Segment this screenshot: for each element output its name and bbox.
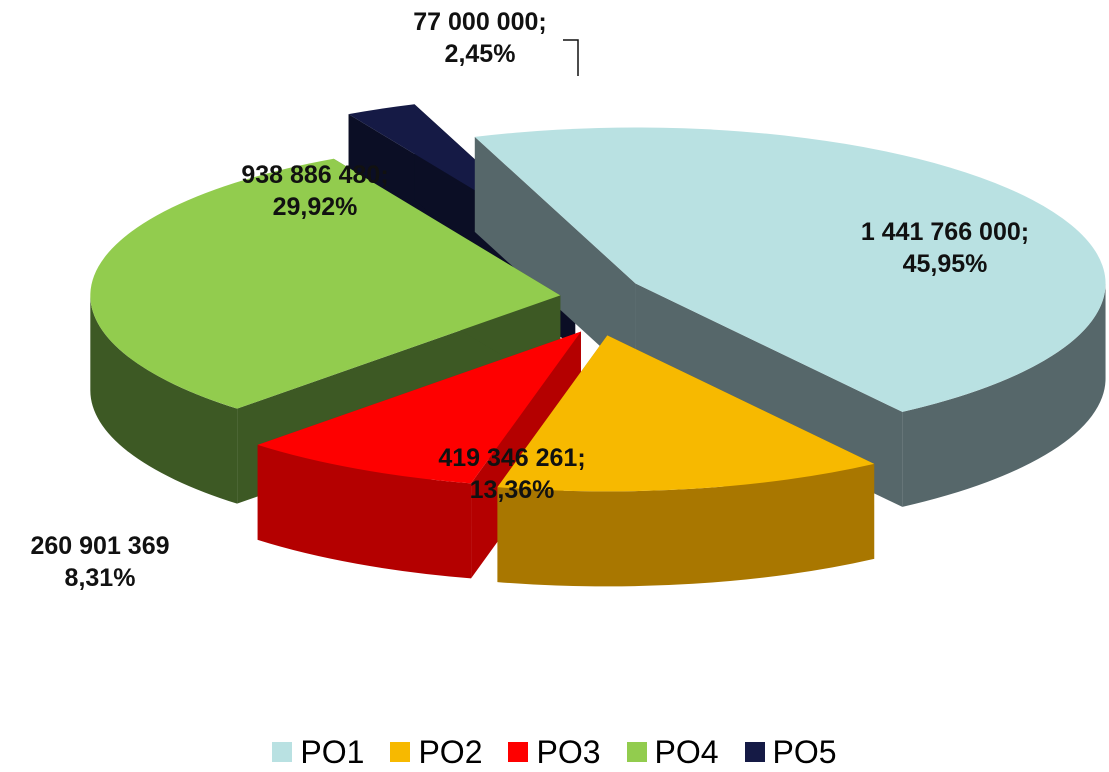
data-label-po1: 1 441 766 000; 45,95% bbox=[861, 218, 1029, 278]
legend-label-po4: PO4 bbox=[654, 734, 719, 770]
legend-swatch-po2 bbox=[390, 742, 411, 762]
legend-item-po1: PO1 bbox=[272, 736, 364, 768]
pie-slice-po3 bbox=[257, 331, 581, 579]
data-label-po4-line: 29,92% bbox=[273, 193, 358, 221]
pie-slice-po4-top bbox=[90, 158, 561, 409]
legend-label-po1: PO1 bbox=[300, 734, 365, 770]
legend-label-po3: PO3 bbox=[536, 734, 601, 770]
data-label-po3: 260 901 369 8,31% bbox=[30, 532, 169, 592]
legend-swatch-po1 bbox=[272, 742, 293, 762]
legend-item-po4: PO4 bbox=[626, 734, 719, 770]
data-label-po5: 77 000 000; 2,45% bbox=[413, 8, 546, 68]
data-label-po2-line: 13,36% bbox=[470, 476, 555, 504]
data-label-po1-line: 45,95% bbox=[903, 250, 988, 278]
legend-swatch-po3 bbox=[508, 742, 529, 762]
pie-slice-po2-top bbox=[497, 335, 875, 492]
data-label-po2-line: 419 346 261; bbox=[438, 444, 585, 472]
legend-swatch-po4 bbox=[626, 742, 647, 762]
legend-label-po5: PO5 bbox=[772, 734, 837, 770]
data-label-po4-line: 938 886 480; bbox=[241, 161, 388, 189]
pie-slice-po2-side bbox=[497, 463, 875, 587]
pie-slice-po2 bbox=[497, 335, 875, 587]
leader-line-po5 bbox=[563, 39, 579, 76]
legend-swatch-po5 bbox=[744, 742, 765, 762]
legend-item-po5: PO5 bbox=[744, 734, 837, 770]
data-label-po4: 938 886 480; 29,92% bbox=[241, 161, 388, 221]
data-label-po5-line: 2,45% bbox=[445, 40, 516, 68]
legend-item-po3: PO3 bbox=[508, 734, 601, 770]
pie-slice-po1 bbox=[474, 127, 1106, 507]
pie-slice-po1-side bbox=[902, 283, 1106, 507]
pie-slice-po1-top bbox=[474, 127, 1106, 412]
data-label-po3-line: 260 901 369 bbox=[30, 532, 169, 560]
data-label-po3-line: 8,31% bbox=[65, 564, 136, 592]
pie-slice-po1-cut-face bbox=[474, 136, 636, 379]
pie-slice-po3-side bbox=[257, 444, 472, 579]
data-label-po2: 419 346 261; 13,36% bbox=[438, 444, 585, 504]
legend-label-po2: PO2 bbox=[418, 734, 483, 770]
data-label-po1-line: 1 441 766 000; bbox=[861, 218, 1029, 246]
pie-slice-po4-side bbox=[90, 295, 238, 504]
legend-item-po2: PO2 bbox=[390, 736, 482, 768]
pie-slices bbox=[90, 104, 1106, 587]
pie-slice-po3-top bbox=[257, 331, 581, 484]
data-label-po5-line: 77 000 000; bbox=[413, 8, 546, 36]
legend: PO1 PO2 PO3 PO4 PO5 bbox=[0, 732, 1109, 772]
